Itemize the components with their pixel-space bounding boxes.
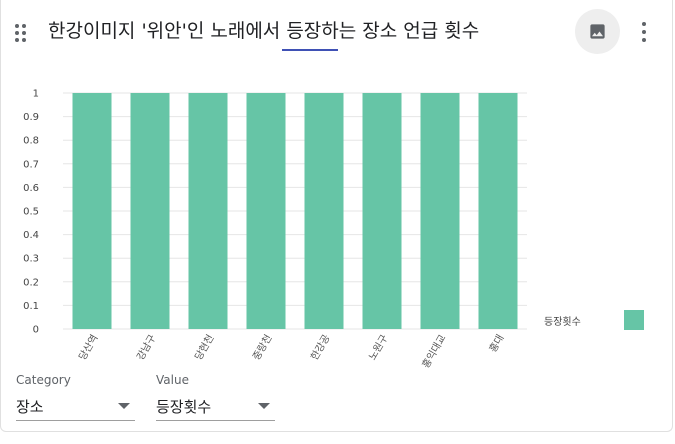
y-tick-label: 0 bbox=[33, 325, 39, 336]
legend-swatch bbox=[624, 310, 644, 330]
x-tick-label: 노원구 bbox=[366, 333, 390, 363]
bar-chart: 0 0.1 0.2 0.3 0.4 0.5 0.6 0.7 0.8 0.9 1 당산역 강남구 당현천 중랑… bbox=[23, 89, 527, 370]
category-select-underline bbox=[16, 420, 135, 421]
y-tick-label: 0.8 bbox=[23, 136, 39, 147]
category-dropdown-arrow-icon[interactable] bbox=[118, 403, 130, 409]
category-label: Category bbox=[16, 373, 71, 387]
x-tick-label: 한강공 bbox=[308, 333, 332, 363]
x-tick-label: 홍대 bbox=[486, 332, 506, 354]
y-tick-label: 0.6 bbox=[23, 183, 39, 194]
y-tick-label: 1 bbox=[33, 89, 39, 100]
page-title: 한강이미지 '위안'인 노래에서 등장하는 장소 언급 횟수 bbox=[48, 20, 480, 42]
legend-label: 등장횟수 bbox=[544, 317, 581, 328]
bar[interactable] bbox=[188, 93, 228, 329]
image-button[interactable] bbox=[575, 9, 620, 54]
bar[interactable] bbox=[478, 93, 518, 329]
value-select-value[interactable]: 등장횟수 bbox=[156, 398, 212, 416]
y-tick-label: 0.1 bbox=[23, 301, 39, 312]
value-label: Value bbox=[156, 373, 189, 387]
bar[interactable] bbox=[304, 93, 344, 329]
bar[interactable] bbox=[246, 93, 286, 329]
bar[interactable] bbox=[130, 93, 170, 329]
x-tick-label: 홍익대교 bbox=[419, 332, 449, 370]
bar[interactable] bbox=[72, 93, 112, 329]
image-icon bbox=[590, 24, 605, 39]
y-tick-label: 0.2 bbox=[23, 277, 39, 288]
y-tick-label: 0.3 bbox=[23, 254, 39, 265]
title-underline bbox=[282, 49, 338, 51]
x-tick-label: 중랑천 bbox=[250, 333, 274, 363]
value-select-underline bbox=[156, 420, 275, 421]
bar[interactable] bbox=[362, 93, 402, 329]
value-dropdown-arrow-icon[interactable] bbox=[258, 403, 270, 409]
x-tick-label: 당현천 bbox=[192, 333, 216, 363]
x-tick-label: 당산역 bbox=[76, 333, 100, 363]
chart-card: 한강이미지 '위안'인 노래에서 등장하는 장소 언급 횟수 0 0.1 0.2 0.… bbox=[0, 0, 673, 432]
bar[interactable] bbox=[420, 93, 460, 329]
y-tick-label: 0.7 bbox=[23, 159, 39, 170]
drag-handle-icon[interactable] bbox=[15, 24, 27, 42]
x-tick-label: 강남구 bbox=[134, 333, 158, 363]
y-tick-label: 0.9 bbox=[23, 112, 39, 123]
y-tick-label: 0.5 bbox=[23, 207, 39, 218]
y-tick-label: 0.4 bbox=[23, 230, 39, 241]
more-vert-icon[interactable] bbox=[634, 20, 654, 44]
category-select-value[interactable]: 장소 bbox=[16, 398, 44, 416]
